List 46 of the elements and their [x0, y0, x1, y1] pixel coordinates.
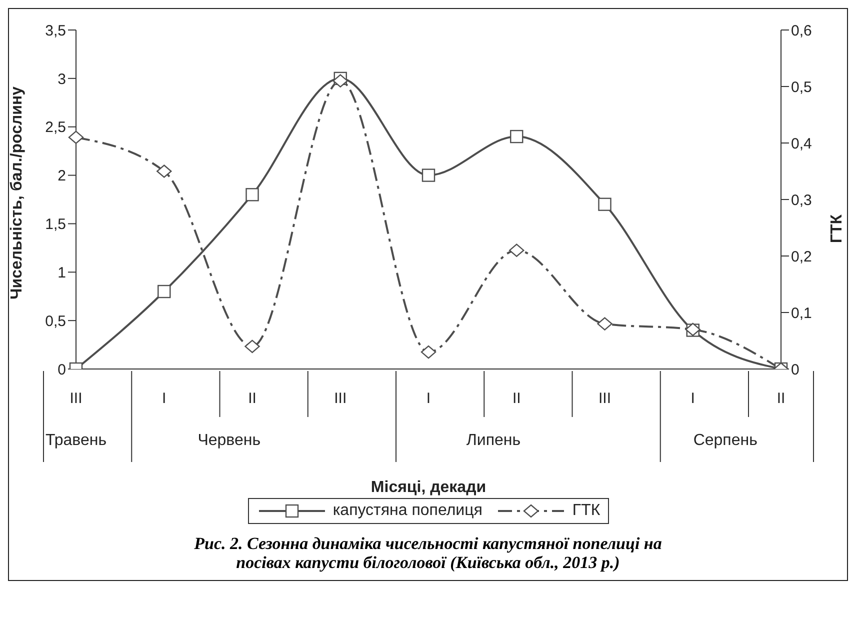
y-tick-label: 3,5	[45, 22, 66, 40]
point	[156, 164, 172, 178]
x-tick-label: III	[334, 390, 347, 407]
y2-axis-title: ГТК	[828, 214, 846, 244]
point	[158, 284, 171, 298]
x-tick-label: II	[512, 390, 521, 407]
x-tick-label: I	[426, 390, 431, 407]
y-tick-label: 1,5	[45, 216, 66, 234]
point	[598, 198, 612, 211]
y2-tick-label: 0,4	[791, 135, 812, 152]
x-tick-label: I	[162, 390, 166, 407]
x-tick-label: II	[248, 390, 256, 407]
y-tick-label: 1	[58, 264, 66, 282]
point	[509, 244, 524, 257]
point	[422, 168, 436, 182]
y-axis-title: Чисельність, бал./рослину	[8, 86, 26, 300]
y-tick-label: 0	[58, 361, 66, 378]
x-axis-title: Місяці, декади	[370, 479, 486, 496]
text: Липень	[466, 432, 521, 449]
y-tick-label: 0,5	[45, 312, 66, 330]
text: Червень	[198, 432, 261, 449]
y2-tick-label: 0,6	[791, 22, 812, 40]
y-tick-label: 2,5	[45, 119, 66, 136]
y-tick-label: 3	[58, 70, 66, 88]
x-tick-label: III	[598, 390, 612, 407]
y2-tick-label: 0	[791, 361, 800, 378]
legend-label: капустяна попелиця	[332, 502, 482, 520]
point	[420, 345, 436, 359]
x-tick-label: I	[690, 390, 695, 407]
point	[68, 130, 84, 144]
x-tick-label: II	[776, 390, 786, 407]
text: Травень	[45, 432, 107, 449]
point	[244, 340, 260, 353]
text: Серпень	[693, 432, 758, 449]
point	[246, 188, 259, 202]
legend-label: ГТК	[571, 502, 600, 520]
point	[510, 130, 524, 144]
point	[332, 74, 348, 88]
y2-tick-label: 0,1	[791, 304, 812, 322]
text: Рис. 2. Сезонна динаміка чисельності капустяної попелиці на посівах капусти білоголової (Київська обл., 2013 р.)	[193, 534, 663, 574]
y2-tick-label: 0,5	[791, 78, 812, 96]
y2-tick-label: 0,3	[791, 192, 812, 209]
y2-tick-label: 0,2	[791, 248, 812, 266]
x-tick-label: III	[70, 390, 82, 407]
point	[597, 317, 612, 330]
y-tick-label: 2	[58, 168, 66, 185]
